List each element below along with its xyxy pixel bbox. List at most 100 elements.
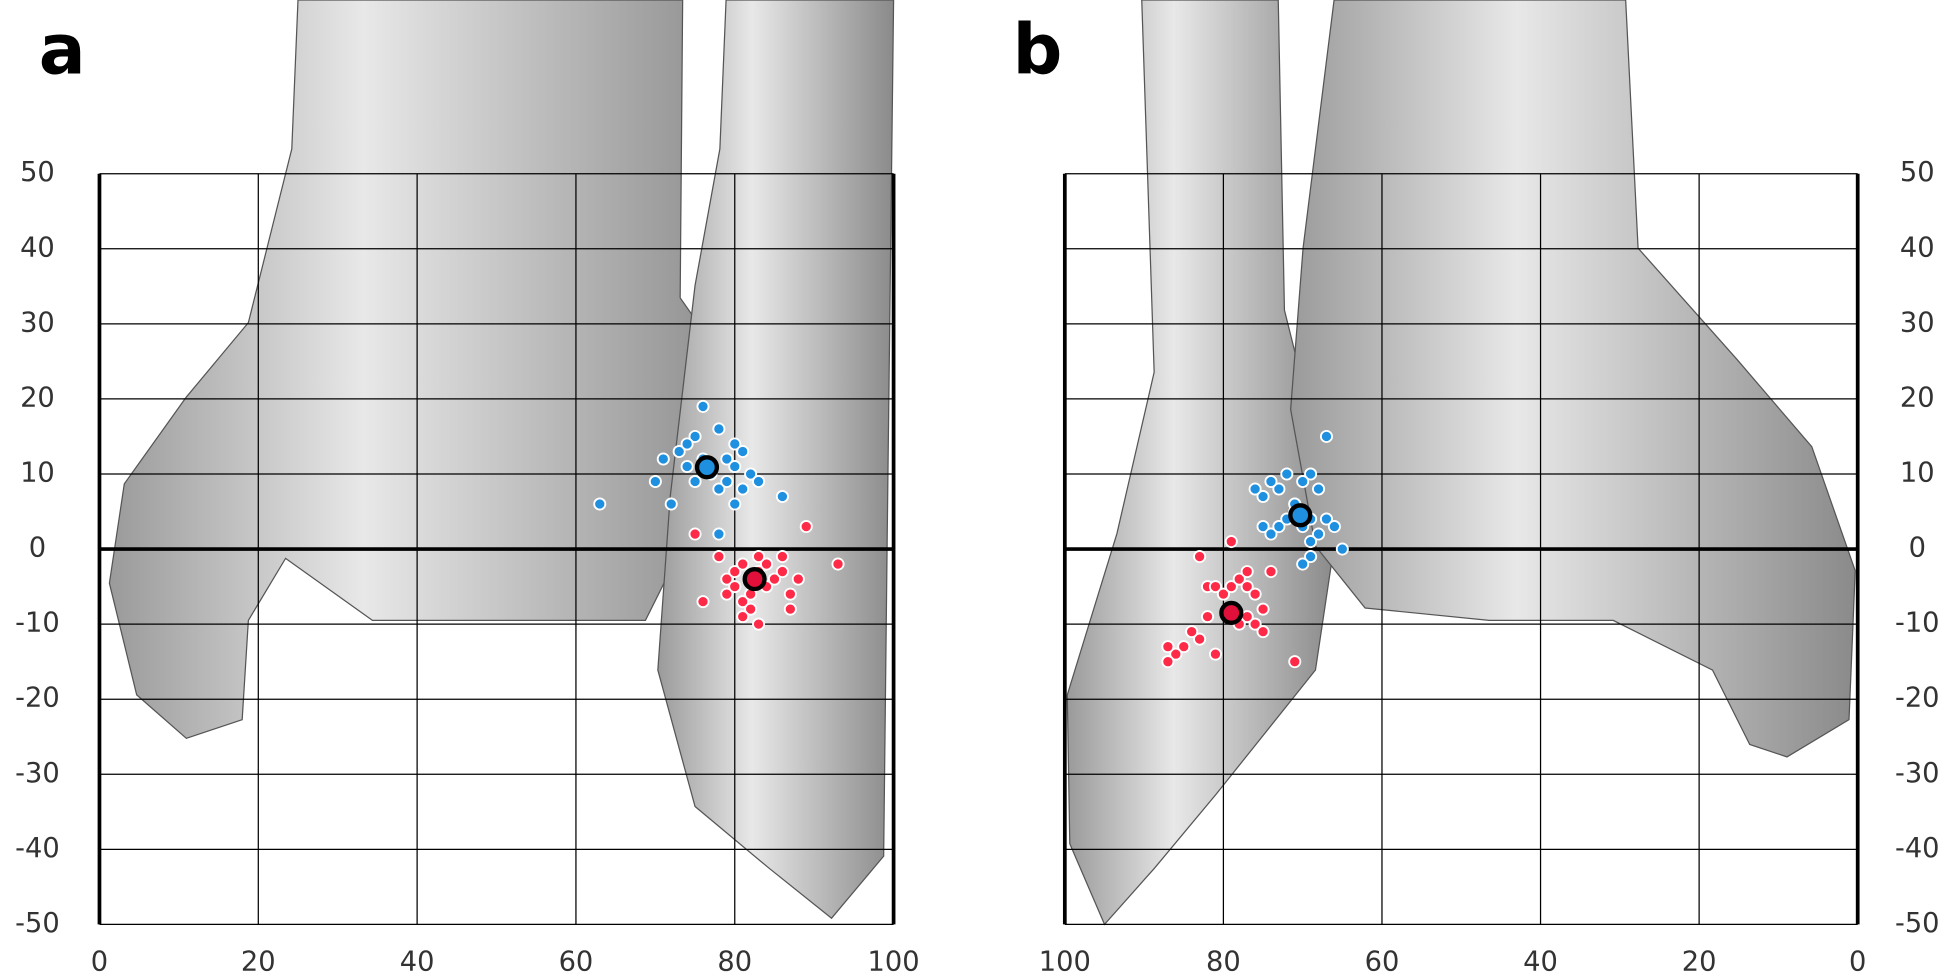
point: [696, 595, 710, 609]
x-tick-label: 0: [1849, 946, 1866, 977]
y-tick-label: 10: [1900, 457, 1935, 488]
point: [728, 437, 742, 451]
point: [736, 557, 750, 571]
point: [1208, 580, 1222, 594]
bone-image-a: [108, 0, 895, 920]
point: [760, 557, 774, 571]
y-tick-label: 40: [20, 232, 55, 263]
y-tick-label: 50: [1900, 157, 1935, 188]
y-tick-label: -30: [15, 758, 60, 789]
point: [736, 595, 750, 609]
y-tick-label: 30: [1900, 307, 1935, 338]
point: [1264, 474, 1278, 489]
point: [1256, 520, 1270, 534]
point: [1319, 512, 1333, 526]
point: [791, 572, 805, 586]
point: [688, 429, 702, 443]
point: [1312, 482, 1326, 496]
x-tick-label: 20: [1682, 946, 1717, 977]
point: [736, 482, 750, 496]
y-tick-label: 20: [1900, 382, 1935, 413]
y-tick-label: -50: [1895, 908, 1940, 939]
point: [775, 550, 789, 564]
point: [1208, 647, 1222, 661]
point: [736, 610, 750, 624]
point: [696, 399, 710, 413]
x-tick-label: 80: [1206, 946, 1241, 977]
point: [728, 565, 742, 579]
point: [712, 527, 726, 541]
point: [1304, 535, 1318, 549]
bone-image-b: [1066, 0, 1856, 926]
y-tick-label: 30: [20, 307, 55, 338]
point: [720, 587, 734, 601]
x-tick-label: 40: [400, 946, 435, 977]
y-tick-label: -10: [1895, 608, 1940, 639]
y-tick-label: -10: [15, 608, 60, 639]
y-tick-label: 50: [20, 157, 55, 188]
point: [1232, 572, 1246, 586]
mean-point: [1288, 503, 1313, 528]
point: [1240, 580, 1254, 594]
point: [736, 444, 750, 458]
point: [1312, 527, 1326, 541]
point: [1193, 632, 1207, 646]
point: [752, 550, 766, 564]
point: [680, 459, 694, 473]
point: [1169, 647, 1183, 661]
x-tick-label: 20: [241, 946, 276, 977]
y-tick-label: 0: [1909, 533, 1926, 564]
point: [1216, 587, 1230, 601]
x-tick-label: 80: [717, 946, 752, 977]
point: [1185, 625, 1199, 639]
point: [831, 557, 845, 571]
point: [712, 482, 726, 496]
panel-label: b: [1013, 11, 1063, 91]
point: [1272, 482, 1286, 496]
point: [1248, 587, 1262, 601]
point: [1161, 640, 1175, 654]
point: [648, 474, 662, 489]
x-tick-label: 0: [91, 946, 108, 977]
y-tick-label: 40: [1900, 232, 1935, 263]
x-tick-label: 60: [559, 946, 594, 977]
point: [1161, 655, 1175, 669]
point: [720, 474, 734, 489]
y-tick-label: 20: [20, 382, 55, 413]
point: [752, 617, 766, 631]
x-tick-label: 100: [1039, 946, 1091, 977]
point: [783, 587, 797, 601]
point: [1256, 489, 1270, 504]
x-tick-label: 40: [1523, 946, 1558, 977]
point: [1201, 610, 1215, 624]
y-tick-label: -30: [1895, 758, 1940, 789]
point: [1256, 625, 1270, 639]
point: [1264, 565, 1278, 579]
point: [1304, 467, 1318, 481]
point: [1327, 520, 1341, 534]
point: [712, 422, 726, 436]
y-tick-label: -20: [15, 683, 60, 714]
point: [1264, 527, 1278, 541]
mean-point: [1219, 600, 1244, 625]
point: [1304, 550, 1318, 564]
point: [712, 550, 726, 564]
y-tick-label: -40: [1895, 833, 1940, 864]
point: [1224, 535, 1238, 549]
point: [680, 437, 694, 451]
point: [1272, 520, 1286, 534]
y-tick-label: -40: [15, 833, 60, 864]
point: [767, 572, 781, 586]
point: [688, 527, 702, 541]
point: [1319, 429, 1333, 443]
y-tick-label: -20: [1895, 683, 1940, 714]
point: [744, 602, 758, 616]
point: [656, 452, 670, 466]
point: [1256, 602, 1270, 616]
point: [672, 444, 686, 458]
point: [783, 602, 797, 616]
point: [1280, 467, 1294, 481]
point: [720, 452, 734, 466]
mean-point: [694, 455, 720, 480]
